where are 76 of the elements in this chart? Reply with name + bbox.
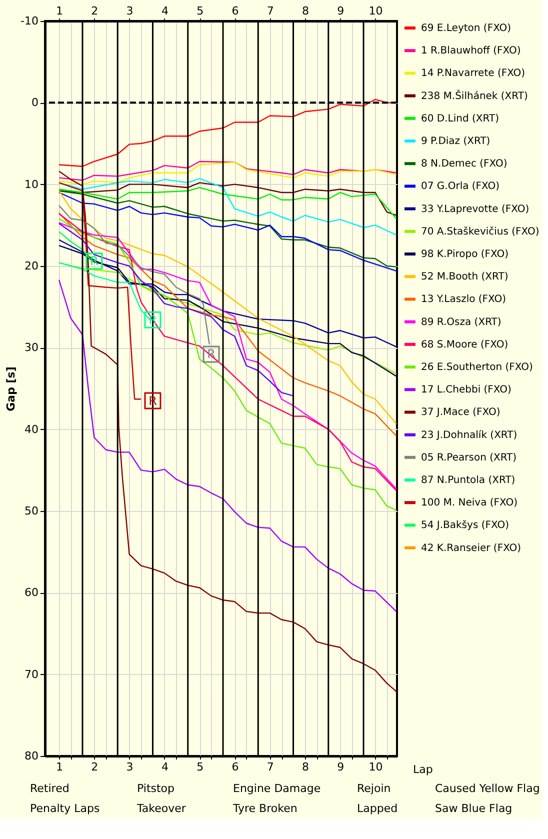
x-axis-title: Lap — [413, 763, 433, 776]
legend-label: 100 M. Neiva (FXO) — [421, 498, 518, 509]
legend-label: 1 R.Blauwhoff (FXO) — [421, 46, 521, 57]
x2-tick-label: 2 — [91, 760, 98, 774]
y-tick-label: 0 — [32, 96, 38, 110]
line-series — [58, 244, 397, 377]
x-tick-label: 7 — [266, 4, 274, 18]
legend-label: 89 R.Osza (XRT) — [421, 316, 502, 328]
y-tick-label: 40 — [24, 422, 38, 436]
x2-tick-label: 3 — [126, 760, 134, 774]
legend-label: 26 E.Southerton (FXO) — [421, 362, 534, 373]
legend-label: 17 L.Chebbi (FXO) — [421, 384, 512, 396]
text: Tyre Broken — [232, 802, 298, 815]
line-series — [58, 178, 397, 236]
y-tick-label: 70 — [24, 668, 38, 681]
legend-label: 98 K.Piropo (FXO) — [421, 249, 509, 260]
legend-label: 05 R.Pearson (XRT) — [421, 452, 517, 464]
x2-tick-label: 8 — [302, 760, 309, 774]
y-tick-label: 30 — [24, 341, 38, 354]
text: Pitstop — [137, 782, 175, 795]
text: Engine Damage — [233, 782, 321, 795]
legend-label: 33 Y.Laprevotte (FXO) — [421, 204, 530, 215]
text: Retired — [30, 782, 70, 795]
x-tick-label: 5 — [196, 4, 204, 18]
y-tick-label: -10 — [20, 14, 38, 28]
text: Caused Yellow Flag — [435, 782, 540, 795]
legend-label: 42 K.Ranseier (FXO) — [421, 542, 522, 554]
text: Takeover — [136, 802, 186, 815]
legend-label: 9 P.Diaz (XRT) — [421, 136, 490, 147]
legend-label: 60 D.Lind (XRT) — [421, 113, 500, 124]
legend-label: 23 J.Dohnalík (XRT) — [421, 430, 518, 441]
line-series — [58, 170, 397, 692]
x-tick-label: 3 — [126, 4, 134, 18]
legend-label: 70 A.Staškevičius (FXO) — [421, 226, 540, 238]
legend-label: 68 S.Moore (FXO) — [421, 339, 508, 350]
y-tick-label: 50 — [24, 504, 38, 518]
x2-tick-label: 5 — [196, 760, 204, 774]
line-series — [58, 187, 397, 220]
legend-label: 54 J.Bakšys (FXO) — [421, 520, 510, 532]
x2-tick-label: 9 — [337, 760, 344, 774]
legend-label: 69 E.Leyton (FXO) — [421, 23, 512, 34]
y-tick-label: 60 — [24, 586, 38, 600]
y-tick-label: 80 — [24, 750, 38, 762]
y-axis-title: Gap [s] — [4, 366, 18, 412]
x2-tick-label: 1 — [56, 760, 64, 774]
line-series — [58, 162, 397, 185]
x-tick-label: 1 — [56, 4, 64, 18]
y-tick-label: 20 — [24, 260, 38, 272]
text: Saw Blue Flag — [435, 802, 512, 815]
x-tick-label: 9 — [337, 4, 344, 18]
x-tick-label: 4 — [161, 4, 168, 18]
line-series — [58, 222, 294, 396]
line-series — [58, 279, 397, 612]
x2-tick-label: 4 — [161, 760, 168, 774]
y-tick-label: 10 — [24, 178, 38, 191]
legend-label: 238 M.Šilhánek (XRT) — [421, 88, 528, 102]
x-tick-label: 6 — [232, 4, 239, 18]
legend-label: 37 J.Mace (FXO) — [421, 407, 500, 418]
line-series — [58, 160, 397, 181]
x-tick-label: 2 — [91, 4, 98, 18]
x2-tick-label: 6 — [232, 760, 239, 774]
legend-label: 87 N.Puntola (XRT) — [421, 475, 516, 486]
x2-tick-label: 7 — [266, 760, 274, 774]
x2-tick-label: 10 — [368, 760, 383, 774]
legend-label: 52 M.Booth (XRT) — [421, 272, 508, 283]
text: Lapped — [357, 802, 398, 815]
text: Rejoin — [357, 782, 391, 795]
text: Penalty Laps — [30, 802, 100, 815]
line-series — [58, 182, 142, 400]
legend-label: 8 N.Demec (FXO) — [421, 158, 508, 170]
line-series — [58, 239, 397, 348]
x-tick-label: 8 — [302, 4, 309, 18]
legend-label: 14 P.Navarrete (FXO) — [421, 68, 526, 80]
x-tick-label: 10 — [368, 4, 383, 18]
legend-label: 07 G.Orla (FXO) — [421, 181, 500, 192]
legend-label: 13 Y.Laszlo (FXO) — [421, 294, 506, 306]
